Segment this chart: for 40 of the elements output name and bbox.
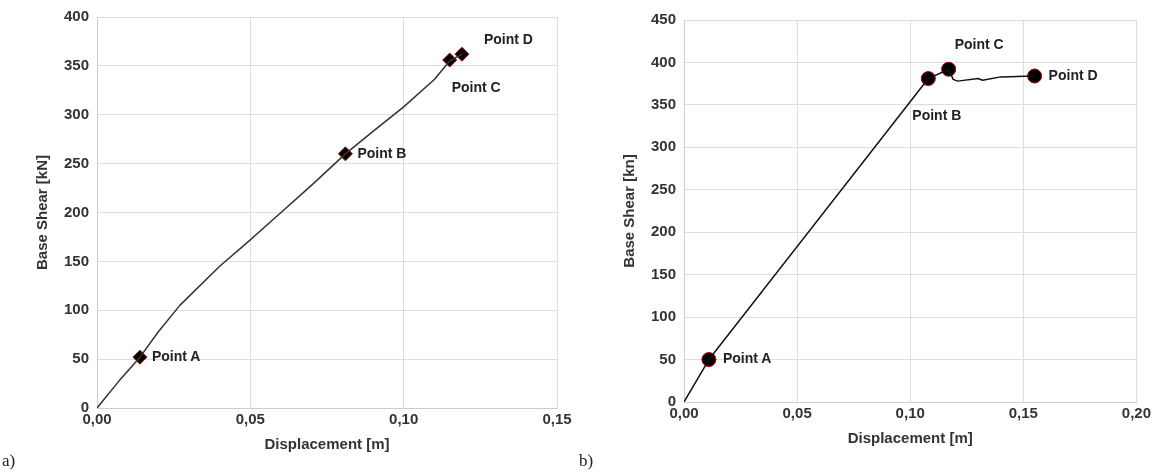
y-tick-label: 300 <box>651 137 677 155</box>
annotation: Point C <box>451 78 501 95</box>
y-tick-label: 100 <box>64 300 90 318</box>
x-tick-label: 0,05 <box>235 410 265 428</box>
text: b) <box>579 450 594 470</box>
x-axis-title: Displacement [m] <box>847 429 973 447</box>
x-tick-label: 0,15 <box>542 410 572 428</box>
annotation: Point B <box>357 144 407 161</box>
x-tick-label: 0,05 <box>782 404 812 422</box>
annotation: Point A <box>151 348 201 365</box>
y-tick-label: 250 <box>651 179 677 197</box>
point <box>454 46 470 62</box>
y-tick-label: 200 <box>64 202 90 220</box>
annotation: Point B <box>912 107 962 124</box>
point <box>1027 68 1043 84</box>
x-axis-title: Displacement [m] <box>264 435 390 453</box>
y-tick-label: 100 <box>651 307 677 325</box>
y-tick-label: 200 <box>651 222 677 240</box>
annotation: Point A <box>722 350 772 367</box>
annotation: Point C <box>954 36 1004 53</box>
y-tick-label: 350 <box>64 56 90 74</box>
y-tick-label: 150 <box>651 264 677 282</box>
annotation: Point D <box>483 31 533 47</box>
y-tick-label: 450 <box>651 10 677 28</box>
x-tick-label: 0,10 <box>389 410 419 428</box>
y-tick-label: 400 <box>651 52 677 70</box>
y-tick-label: 300 <box>64 104 90 122</box>
y-axis-title: Base Shear [kN] <box>33 154 51 271</box>
y-tick-label: 50 <box>72 349 90 367</box>
annotation: Point D <box>1048 66 1098 83</box>
y-tick-label: 250 <box>64 153 90 171</box>
x-tick-label: 0,20 <box>1121 404 1151 422</box>
x-tick-label: 0,15 <box>1008 404 1038 422</box>
y-tick-label: 150 <box>64 251 90 269</box>
y-tick-label: 400 <box>64 7 90 25</box>
y-tick-label: 350 <box>651 95 677 113</box>
x-tick-label: 0,10 <box>895 404 925 422</box>
text: a) <box>2 450 16 470</box>
y-tick-label: 50 <box>659 349 677 367</box>
y-axis-title: Base Shear [kn] <box>620 154 638 268</box>
